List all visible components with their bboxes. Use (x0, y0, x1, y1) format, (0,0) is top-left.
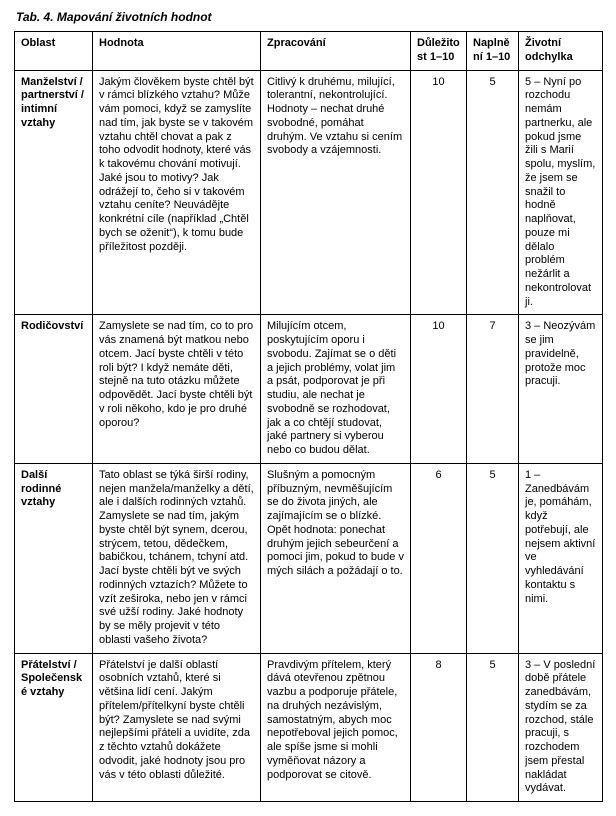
values-mapping-table: Oblast Hodnota Zpracování Důležitost 1–1… (14, 31, 603, 802)
table-caption: Tab. 4. Mapování životních hodnot (16, 10, 602, 25)
table-row: Další rodinné vztahy Tato oblast se týká… (15, 463, 603, 653)
table-row: Manželství / partnerství / intimní vztah… (15, 70, 603, 315)
cell-odchylka: 3 – Neozývám se jim pravidelně, protože … (519, 315, 603, 464)
cell-zpracovani: Pravdivým přítelem, který dává otevřenou… (261, 653, 411, 802)
cell-dulezitost: 10 (411, 70, 467, 315)
col-header-naplneni: Naplnění 1–10 (467, 32, 519, 71)
cell-zpracovani: Citlivý k druhému, milující, tolerantní,… (261, 70, 411, 315)
cell-odchylka: 3 – V poslední době přátele zanedbávám, … (519, 653, 603, 802)
cell-dulezitost: 8 (411, 653, 467, 802)
cell-oblast: Další rodinné vztahy (15, 463, 93, 653)
col-header-zpracovani: Zpracování (261, 32, 411, 71)
col-header-oblast: Oblast (15, 32, 93, 71)
cell-dulezitost: 10 (411, 315, 467, 464)
table-row: Přátelství / Společenské vztahy Přátelst… (15, 653, 603, 802)
cell-hodnota: Tato oblast se týká širší rodiny, nejen … (93, 463, 261, 653)
cell-oblast: Rodičovství (15, 315, 93, 464)
cell-zpracovani: Milujícím otcem, poskytujícím oporu i sv… (261, 315, 411, 464)
cell-naplneni: 5 (467, 653, 519, 802)
cell-zpracovani: Slušným a pomocným příbuzným, nevměšujíc… (261, 463, 411, 653)
cell-odchylka: 5 – Nyní po rozchodu nemám partnerku, al… (519, 70, 603, 315)
table-header-row: Oblast Hodnota Zpracování Důležitost 1–1… (15, 32, 603, 71)
cell-dulezitost: 6 (411, 463, 467, 653)
col-header-odchylka: Životní odchylka (519, 32, 603, 71)
cell-hodnota: Zamyslete se nad tím, co to pro vás znam… (93, 315, 261, 464)
cell-oblast: Manželství / partnerství / intimní vztah… (15, 70, 93, 315)
cell-hodnota: Jakým člověkem byste chtěl být v rámci b… (93, 70, 261, 315)
col-header-dulezitost: Důležitost 1–10 (411, 32, 467, 71)
cell-naplneni: 5 (467, 463, 519, 653)
cell-oblast: Přátelství / Společenské vztahy (15, 653, 93, 802)
table-row: Rodičovství Zamyslete se nad tím, co to … (15, 315, 603, 464)
cell-odchylka: 1 – Zanedbávám je, pomáhám, když potřebu… (519, 463, 603, 653)
cell-hodnota: Přátelství je další oblastí osobních vzt… (93, 653, 261, 802)
col-header-hodnota: Hodnota (93, 32, 261, 71)
cell-naplneni: 5 (467, 70, 519, 315)
cell-naplneni: 7 (467, 315, 519, 464)
